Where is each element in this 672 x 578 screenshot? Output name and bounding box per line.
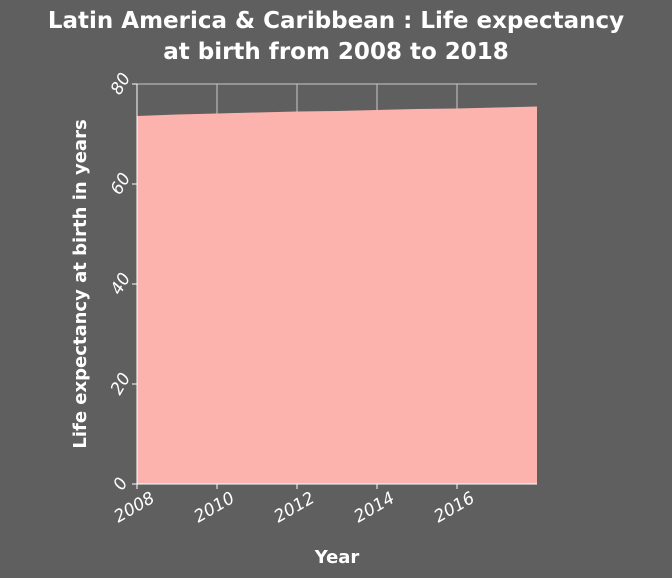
y-axis-title: Life expectancy at birth in years (70, 119, 91, 448)
y-tick-label-20: 20 (107, 370, 135, 399)
x-tick-label-2014: 2014 (351, 488, 398, 527)
y-tick-label-80: 80 (107, 70, 135, 99)
x-tick-label-2012: 2012 (271, 488, 318, 527)
y-tick-label-0: 0 (110, 474, 133, 493)
axes (132, 83, 537, 489)
chart-title-line-1: Latin America & Caribbean : Life expecta… (48, 8, 624, 34)
y-tick-label-40: 40 (107, 270, 135, 299)
x-tick-label-2008: 2008 (111, 488, 159, 527)
x-tick-label-2010: 2010 (191, 488, 238, 527)
y-tick-label-60: 60 (107, 170, 135, 199)
x-tick-label-2016: 2016 (431, 488, 479, 527)
area-series (137, 106, 537, 484)
chart-title-line-2: at birth from 2008 to 2018 (163, 39, 509, 65)
life-expectancy-area (137, 106, 537, 484)
x-axis-title: Year (314, 547, 360, 568)
